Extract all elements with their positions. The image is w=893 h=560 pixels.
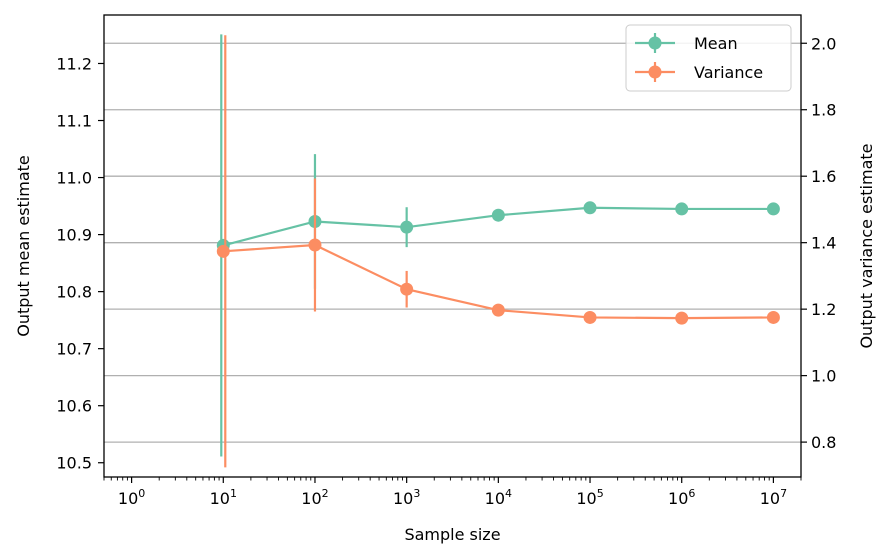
x-tick-label: 100	[118, 487, 145, 508]
y-right-tick-label: 0.8	[811, 433, 836, 452]
series-variance	[216, 35, 780, 468]
legend-label: Mean	[694, 34, 738, 53]
y-left-tick-label: 11.1	[56, 112, 92, 131]
data-point	[308, 238, 322, 252]
x-axis-label: Sample size	[404, 525, 500, 544]
legend-item-variance: Variance	[635, 62, 763, 82]
y-left-tick-label: 10.7	[56, 340, 92, 359]
data-point	[216, 244, 230, 258]
data-point	[491, 208, 505, 222]
x-tick-label: 103	[393, 487, 420, 508]
data-point	[583, 310, 597, 324]
y-right-tick-label: 1.4	[811, 234, 836, 253]
x-tick-label: 102	[301, 487, 328, 508]
y-left-tick-label: 11.2	[56, 54, 92, 73]
y-right-tick-label: 1.0	[811, 367, 836, 386]
legend-item-mean: Mean	[635, 33, 738, 53]
data-point	[675, 202, 689, 216]
x-tick-label: 101	[210, 487, 237, 508]
data-point	[766, 310, 780, 324]
data-point	[766, 202, 780, 216]
y-right-tick-label: 1.2	[811, 300, 836, 319]
y-left-tick-label: 11.0	[56, 169, 92, 188]
data-point	[491, 303, 505, 317]
data-point	[400, 282, 414, 296]
y-axis-left-label: Output mean estimate	[14, 155, 33, 337]
data-point	[400, 220, 414, 234]
axes: 10.5 10.6 10.7 10.8 10.9 11.0 11.1 11.2 0.8 1.0 1.…	[56, 34, 836, 508]
legend: Mean Variance	[625, 24, 792, 92]
x-tick-label: 106	[668, 487, 695, 508]
x-tick-label: 107	[760, 487, 787, 508]
x-tick-label: 104	[485, 487, 512, 508]
legend-box	[625, 24, 792, 92]
y-left-tick-label: 10.9	[56, 226, 92, 245]
gridlines	[104, 42, 801, 443]
data-point	[675, 311, 689, 325]
legend-label: Variance	[694, 63, 763, 82]
x-tick-label: 105	[576, 487, 603, 508]
legend-marker	[648, 65, 662, 79]
y-left-tick-label: 10.5	[56, 454, 92, 473]
legend-marker	[648, 36, 662, 50]
y-right-tick-label: 1.8	[811, 101, 836, 120]
y-left-tick-label: 10.6	[56, 397, 92, 416]
data-point	[583, 201, 597, 215]
plot-frame	[103, 14, 802, 478]
y-right-tick-label: 1.6	[811, 167, 836, 186]
y-right-tick-label: 2.0	[811, 34, 836, 53]
plot-series	[216, 34, 780, 468]
y-left-tick-label: 10.8	[56, 283, 92, 302]
y-axis-right-label: Output variance estimate	[857, 143, 876, 348]
